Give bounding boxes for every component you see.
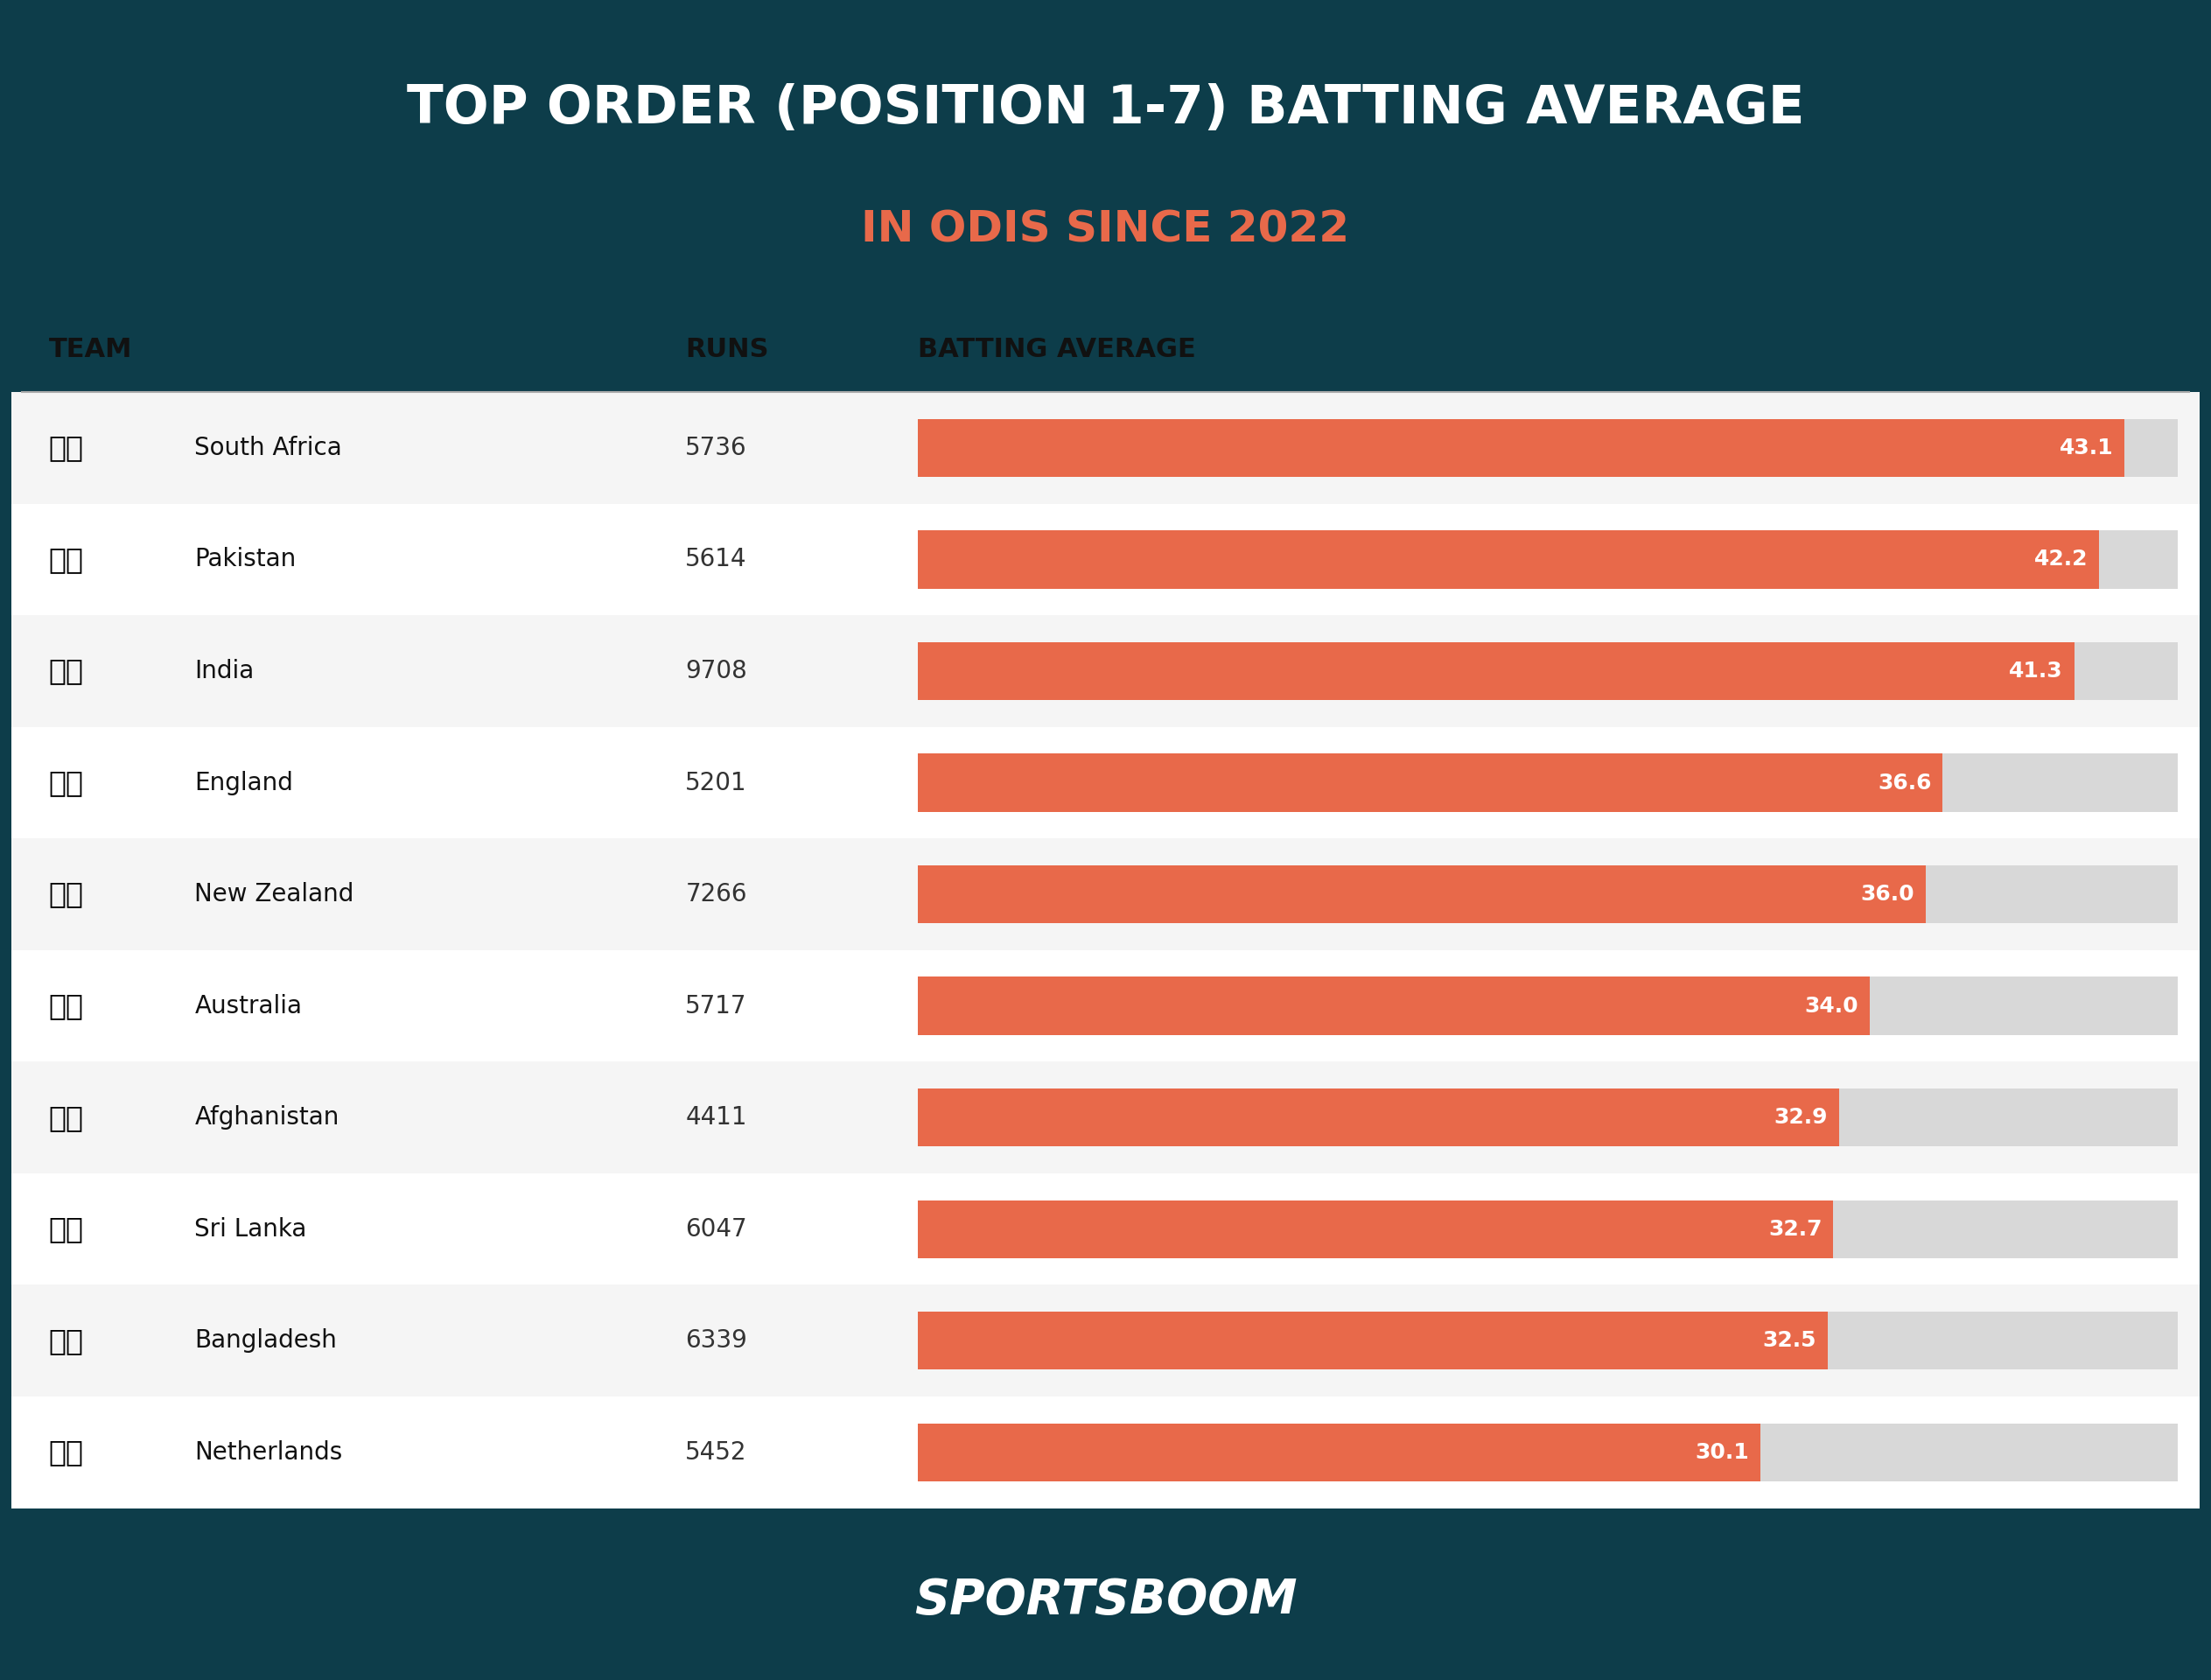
FancyBboxPatch shape (918, 531, 2178, 588)
Text: 4411: 4411 (685, 1105, 747, 1129)
Text: 5717: 5717 (685, 993, 747, 1018)
FancyBboxPatch shape (11, 951, 2200, 1062)
Text: India: India (195, 659, 254, 684)
Text: 32.7: 32.7 (1769, 1218, 1822, 1240)
Text: 🇮🇳: 🇮🇳 (49, 657, 84, 685)
FancyBboxPatch shape (918, 1200, 1833, 1258)
Text: IN ODIS SINCE 2022: IN ODIS SINCE 2022 (862, 208, 1349, 250)
FancyBboxPatch shape (11, 727, 2200, 838)
Text: Afghanistan: Afghanistan (195, 1105, 338, 1129)
Text: 36.6: 36.6 (1877, 773, 1932, 793)
Text: RUNS: RUNS (685, 338, 769, 363)
FancyBboxPatch shape (11, 1396, 2200, 1509)
FancyBboxPatch shape (11, 1173, 2200, 1285)
FancyBboxPatch shape (918, 865, 2178, 924)
Text: SPORTSBOOM: SPORTSBOOM (913, 1576, 1298, 1625)
FancyBboxPatch shape (918, 1312, 1828, 1369)
FancyBboxPatch shape (11, 1285, 2200, 1396)
FancyBboxPatch shape (11, 504, 2200, 615)
Text: 🇦🇺: 🇦🇺 (49, 991, 84, 1020)
FancyBboxPatch shape (11, 1062, 2200, 1173)
FancyBboxPatch shape (918, 754, 2178, 811)
FancyBboxPatch shape (918, 642, 2074, 701)
FancyBboxPatch shape (918, 865, 1926, 924)
Text: 32.9: 32.9 (1773, 1107, 1828, 1127)
FancyBboxPatch shape (918, 1423, 2178, 1482)
Text: 6047: 6047 (685, 1216, 747, 1242)
Text: 🇿🇦: 🇿🇦 (49, 433, 84, 462)
Text: 34.0: 34.0 (1804, 996, 1859, 1016)
Text: 5201: 5201 (685, 771, 747, 795)
FancyBboxPatch shape (11, 838, 2200, 951)
Text: Netherlands: Netherlands (195, 1440, 343, 1465)
Text: Pakistan: Pakistan (195, 548, 296, 571)
Text: 41.3: 41.3 (2010, 660, 2063, 682)
FancyBboxPatch shape (918, 1089, 1840, 1146)
Text: 🇳🇱: 🇳🇱 (49, 1438, 84, 1467)
FancyBboxPatch shape (918, 418, 2125, 477)
Text: Bangladesh: Bangladesh (195, 1329, 336, 1352)
Text: TEAM: TEAM (49, 338, 133, 363)
Text: 🇬🇧: 🇬🇧 (49, 768, 84, 796)
Text: 36.0: 36.0 (1862, 884, 1915, 906)
FancyBboxPatch shape (918, 1089, 2178, 1146)
FancyBboxPatch shape (918, 754, 1943, 811)
FancyBboxPatch shape (918, 1200, 2178, 1258)
Text: 🇦🇫: 🇦🇫 (49, 1104, 84, 1132)
FancyBboxPatch shape (918, 531, 2100, 588)
Text: 🇱🇰: 🇱🇰 (49, 1215, 84, 1243)
Text: BATTING AVERAGE: BATTING AVERAGE (918, 338, 1196, 363)
Text: Australia: Australia (195, 993, 303, 1018)
FancyBboxPatch shape (918, 1312, 2178, 1369)
Text: England: England (195, 771, 294, 795)
FancyBboxPatch shape (918, 976, 2178, 1035)
Text: 9708: 9708 (685, 659, 747, 684)
Text: 30.1: 30.1 (1696, 1441, 1749, 1463)
Text: 32.5: 32.5 (1762, 1331, 1817, 1351)
Text: South Africa: South Africa (195, 435, 343, 460)
Text: 7266: 7266 (685, 882, 747, 907)
FancyBboxPatch shape (918, 642, 2178, 701)
Text: 🇵🇰: 🇵🇰 (49, 544, 84, 575)
FancyBboxPatch shape (918, 976, 1871, 1035)
Text: Sri Lanka: Sri Lanka (195, 1216, 307, 1242)
Text: 🇳🇿: 🇳🇿 (49, 880, 84, 909)
Text: TOP ORDER (POSITION 1-7) BATTING AVERAGE: TOP ORDER (POSITION 1-7) BATTING AVERAGE (407, 82, 1804, 134)
FancyBboxPatch shape (918, 418, 2178, 477)
Text: 6339: 6339 (685, 1329, 747, 1352)
FancyBboxPatch shape (11, 615, 2200, 727)
Text: 43.1: 43.1 (2061, 437, 2114, 459)
FancyBboxPatch shape (11, 391, 2200, 504)
Text: 5736: 5736 (685, 435, 747, 460)
Text: 5452: 5452 (685, 1440, 747, 1465)
Text: New Zealand: New Zealand (195, 882, 354, 907)
Text: 5614: 5614 (685, 548, 747, 571)
FancyBboxPatch shape (918, 1423, 1760, 1482)
Text: 🇧🇩: 🇧🇩 (49, 1326, 84, 1356)
Text: 42.2: 42.2 (2034, 549, 2089, 570)
